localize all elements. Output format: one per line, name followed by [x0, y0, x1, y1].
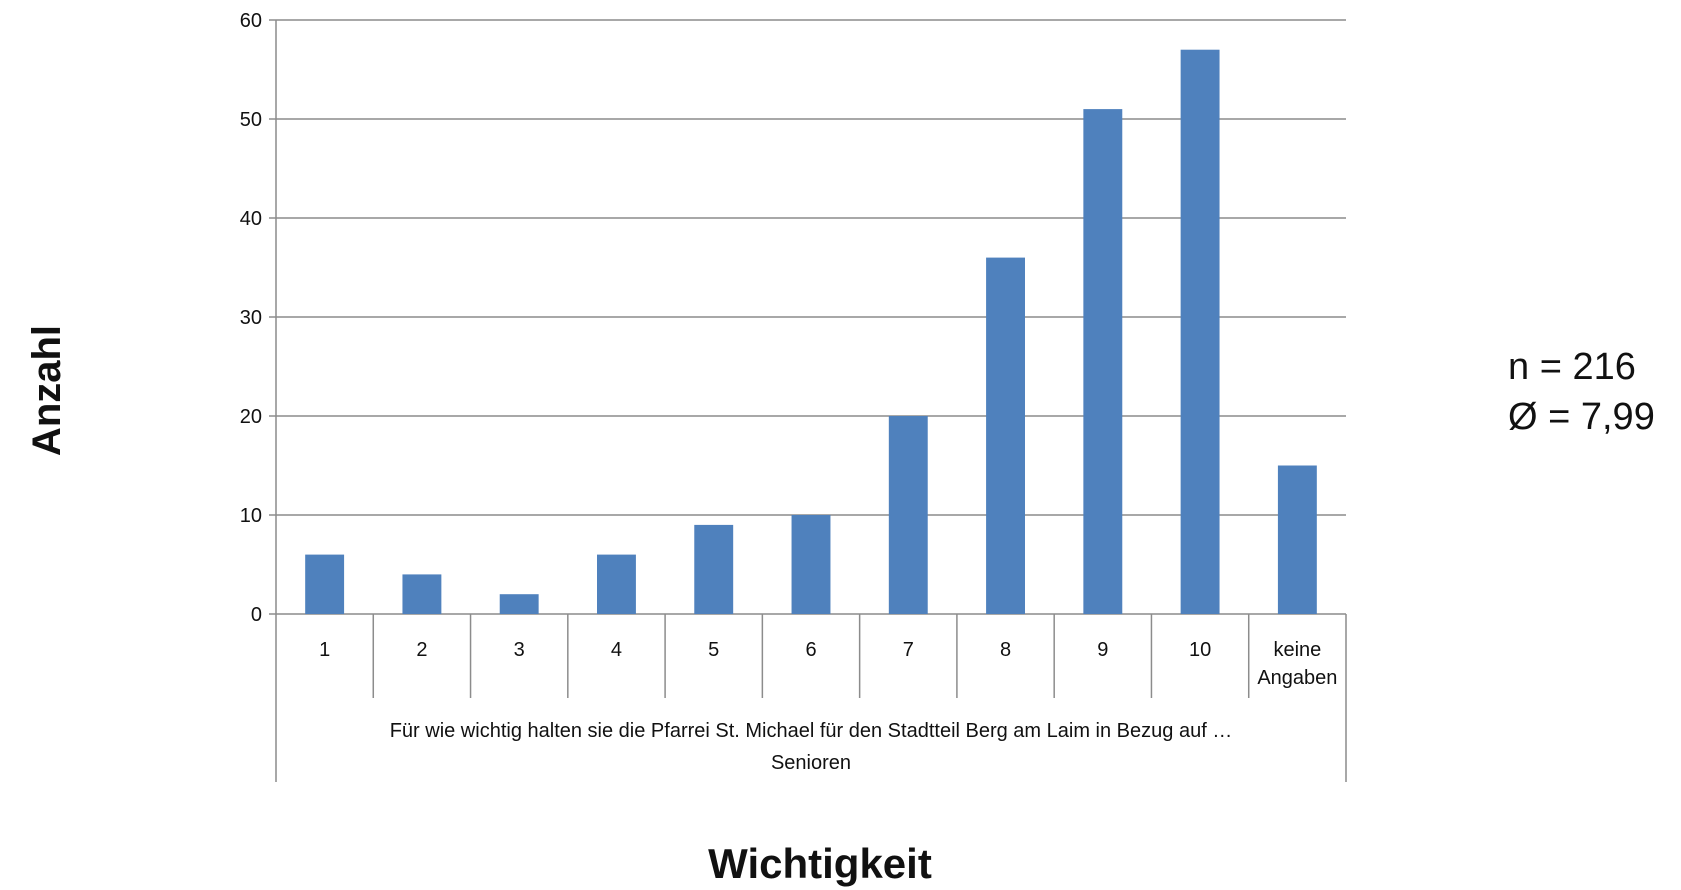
y-tick-label: 30 — [240, 307, 262, 329]
x-tick-label: 3 — [514, 639, 525, 661]
bar — [402, 574, 442, 614]
y-tick-label: 0 — [251, 604, 262, 626]
y-tick-label: 10 — [240, 505, 262, 527]
mean-label: Ø = 7,99 — [1508, 396, 1655, 438]
bar — [305, 554, 345, 614]
bar — [791, 515, 831, 614]
bar — [986, 257, 1025, 614]
y-tick-label: 60 — [240, 10, 262, 32]
x-group-label-line2: Senioren — [771, 752, 851, 774]
x-tick-label: Angaben — [1257, 667, 1337, 689]
x-tick-label: 4 — [611, 639, 622, 661]
bar — [1180, 49, 1220, 614]
bar — [1083, 109, 1123, 614]
x-tick-label: 9 — [1097, 639, 1108, 661]
x-tick-label: 6 — [805, 639, 816, 661]
x-tick-label: 2 — [416, 639, 427, 661]
x-tick-label: 5 — [708, 639, 719, 661]
bar — [888, 416, 928, 614]
sample-size-label: n = 216 — [1508, 346, 1636, 388]
bar — [1277, 465, 1317, 614]
y-tick-label: 50 — [240, 109, 262, 131]
y-axis-title: Anzahl — [25, 324, 70, 456]
x-group-label-line1: Für wie wichtig halten sie die Pfarrei S… — [390, 720, 1233, 742]
y-tick-label: 20 — [240, 406, 262, 428]
bar — [597, 554, 636, 614]
x-tick-label: 7 — [903, 639, 914, 661]
bar — [499, 594, 539, 614]
y-tick-label: 40 — [240, 208, 262, 230]
bar — [694, 524, 734, 614]
x-tick-label: 1 — [319, 639, 330, 661]
x-tick-label: keine — [1273, 639, 1321, 661]
x-axis-title: Wichtigkeit — [708, 840, 932, 887]
x-tick-label: 8 — [1000, 639, 1011, 661]
stats-annotation: n = 216 Ø = 7,99 — [1508, 342, 1655, 442]
x-tick-label: 10 — [1189, 639, 1211, 661]
